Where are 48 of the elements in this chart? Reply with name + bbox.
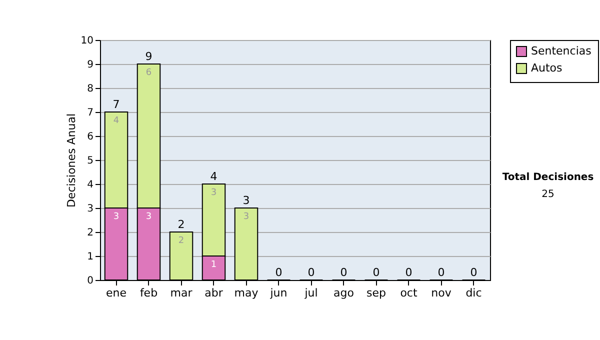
x-tick-label: jul [304, 286, 318, 300]
data-label: 3 [146, 212, 152, 222]
total-label: 0 [275, 266, 282, 279]
y-axis-title: Decisiones Anual [64, 113, 78, 208]
x-tick-label: dic [466, 286, 482, 300]
total-label: 0 [372, 266, 380, 279]
x-tick-label: nov [431, 286, 452, 300]
y-tick-label: 1 [87, 252, 94, 262]
x-tick-label: feb [140, 286, 158, 300]
text: Total Decisiones [501, 172, 595, 183]
total-label: 0 [470, 266, 478, 279]
total-label: 4 [210, 170, 218, 183]
total-label: 0 [438, 266, 445, 279]
y-tick-label: 9 [87, 60, 94, 70]
data-label: 3 [243, 212, 250, 222]
y-tick-label: 4 [87, 180, 94, 190]
y-tick-label: 10 [80, 36, 94, 46]
data-label: 3 [210, 188, 217, 198]
x-tick-label: ene [106, 286, 127, 300]
x-tick-label: sep [366, 286, 386, 300]
total-label: 2 [178, 218, 185, 231]
total-label: 7 [112, 98, 120, 111]
total-label: 0 [405, 266, 412, 279]
total-label: 0 [308, 266, 315, 279]
data-label: 1 [210, 260, 217, 270]
data-label: 6 [146, 68, 152, 78]
x-tick-label: may [234, 286, 259, 300]
y-tick-label: 0 [87, 276, 94, 286]
y-tick-label: 2 [87, 228, 94, 238]
x-tick-label: ago [334, 286, 354, 300]
total-label: 3 [242, 194, 250, 207]
data-label: 4 [113, 116, 120, 126]
total-label: 9 [145, 50, 152, 63]
x-tick-label: jun [269, 286, 288, 300]
legend-label: Autos [531, 62, 563, 74]
data-label: 3 [113, 212, 120, 222]
y-tick-label: 6 [87, 132, 94, 142]
legend-label: Sentencias [531, 44, 592, 58]
data-label: 2 [178, 236, 184, 246]
total-label: 0 [340, 266, 348, 279]
x-tick-label: oct [400, 286, 418, 300]
x-tick-label: mar [170, 286, 193, 300]
x-tick-label: abr [204, 286, 224, 300]
y-tick-label: 5 [87, 156, 94, 166]
y-tick-label: 7 [87, 108, 94, 118]
text: 25 [540, 189, 556, 200]
y-tick-label: 8 [87, 84, 94, 94]
y-tick-label: 3 [87, 204, 94, 214]
